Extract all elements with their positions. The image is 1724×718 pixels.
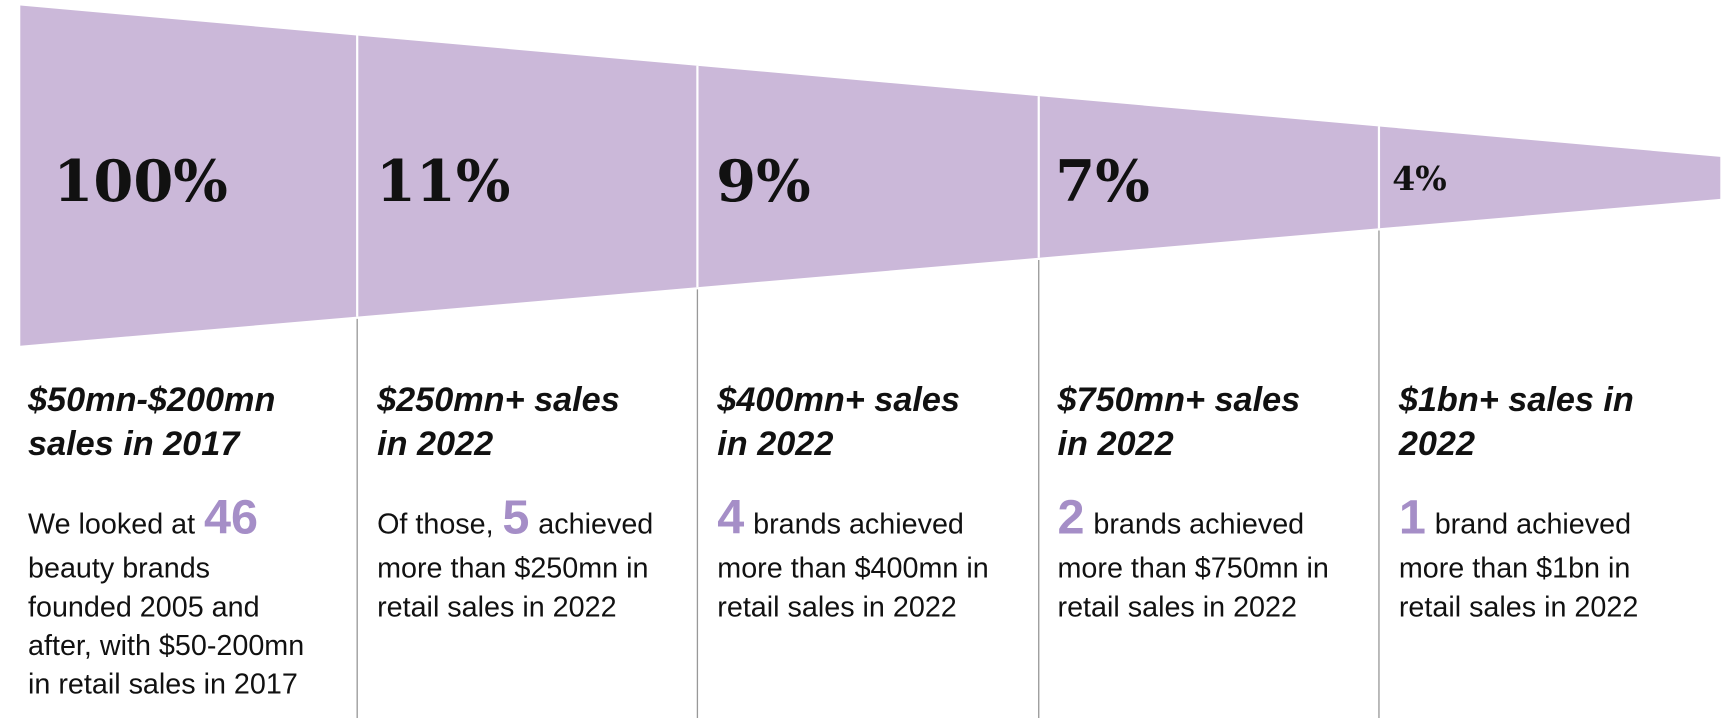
stage-percent: 9%: [716, 147, 811, 215]
stage-heading: $400mn+ sales: [716, 381, 960, 419]
stage-description: founded 2005 and: [28, 591, 260, 623]
stage-percent: 11%: [376, 147, 511, 215]
stage-heading: in 2022: [1058, 425, 1174, 463]
desc-text: brand achieved: [1435, 509, 1631, 541]
brand-count: 1: [1399, 491, 1426, 545]
brand-count: 46: [204, 491, 258, 545]
stage-percent: 7%: [1055, 147, 1150, 215]
stage-first-line: Of those, 5 achieved: [377, 491, 653, 545]
stage-description: after, with $50-200mn: [28, 630, 304, 662]
stage-description: in retail sales in 2017: [28, 669, 298, 701]
stage-description: more than $750mn in: [1058, 553, 1329, 585]
stage-description: retail sales in 2022: [1058, 591, 1297, 623]
desc-text: brands achieved: [1093, 509, 1304, 541]
stage-first-line: 1 brand achieved: [1399, 491, 1631, 545]
desc-text: achieved: [538, 509, 653, 541]
stage-heading: $750mn+ sales: [1057, 381, 1301, 419]
desc-text: brands achieved: [753, 509, 964, 541]
stage-heading: in 2022: [717, 425, 833, 463]
stage-description: beauty brands: [28, 553, 210, 585]
stage-first-line: 4 brands achieved: [717, 491, 964, 545]
desc-text: Of those,: [377, 509, 494, 541]
stage-description: more than $400mn in: [717, 553, 988, 585]
brand-count: 2: [1058, 491, 1085, 545]
stage-percent: 100%: [53, 147, 227, 215]
desc-text: We looked at: [28, 509, 195, 541]
stage-description: retail sales in 2022: [717, 591, 956, 623]
stage-first-line: We looked at 46: [28, 491, 258, 545]
stage-heading: 2022: [1398, 425, 1475, 463]
stage-description: more than $1bn in: [1399, 553, 1631, 585]
stage-heading: sales in 2017: [28, 425, 241, 463]
brand-count: 5: [502, 491, 529, 545]
stage-heading: $1bn+ sales in: [1398, 381, 1634, 419]
funnel: [20, 5, 1721, 346]
stage-percent: 4%: [1392, 159, 1447, 198]
stage-first-line: 2 brands achieved: [1058, 491, 1305, 545]
brand-count: 4: [717, 491, 744, 545]
stage-description: retail sales in 2022: [377, 591, 616, 623]
stage-description: more than $250mn in: [377, 553, 648, 585]
stage-heading: $50mn-$200mn: [27, 381, 275, 419]
stage-description: retail sales in 2022: [1399, 591, 1638, 623]
stage-heading: in 2022: [377, 425, 493, 463]
stage-heading: $250mn+ sales: [376, 381, 620, 419]
